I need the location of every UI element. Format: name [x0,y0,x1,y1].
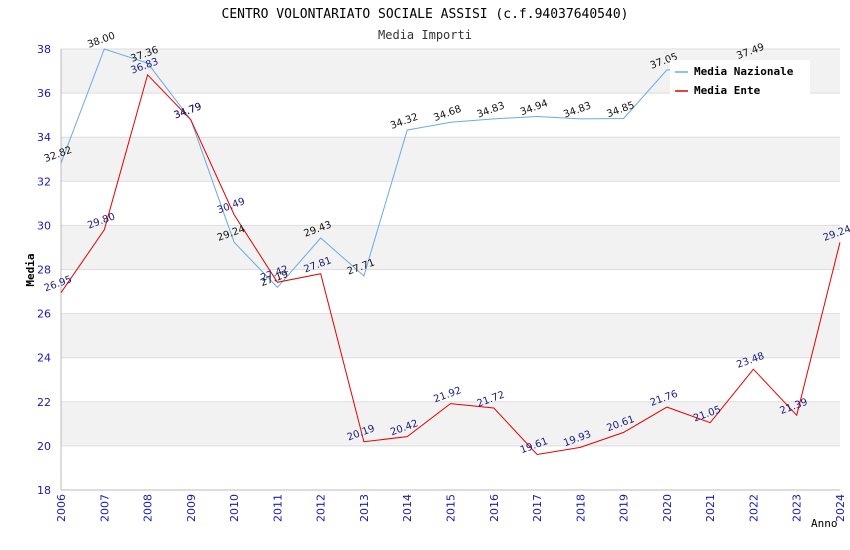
x-tick-label: 2006 [55,494,68,522]
y-axis-label: Media [24,253,37,286]
x-axis-label: Anno [811,517,838,530]
data-label-ente: 34.79 [173,101,204,121]
y-tick-label: 18 [37,484,51,497]
x-tick-label: 2018 [574,494,587,522]
y-tick-label: 26 [37,308,51,321]
data-label-nazionale: 38.00 [86,31,117,51]
grid-band [61,313,840,358]
y-tick-labels: 18 20 22 24 26 28 30 32 34 36 38 [37,43,51,497]
grid-band [61,401,840,446]
y-tick-label: 30 [37,219,51,232]
legend-box [670,60,810,98]
x-tick-label: 2007 [98,494,111,522]
x-tick-label: 2021 [704,494,717,522]
series-line-nazionale [60,48,754,289]
data-label-ente: 30.49 [216,196,247,216]
x-tick-label: 2009 [185,494,198,522]
grid-band [61,225,840,270]
x-tick-label: 2010 [228,494,241,522]
y-tick-label: 22 [37,396,51,409]
chart-title: CENTRO VOLONTARIATO SOCIALE ASSISI (c.f.… [222,7,629,22]
axes [60,49,840,491]
x-tick-label: 2016 [488,494,501,522]
x-tick-label: 2014 [401,494,414,522]
x-tick-label: 2011 [271,494,284,522]
x-tick-labels: 2006 2007 2008 2009 2010 2011 2012 2013 2014 2015… [55,494,847,522]
x-tick-label: 2013 [358,494,371,522]
grid-bands [61,49,840,446]
grid-lines [61,48,840,491]
x-tick-label: 2019 [618,494,631,522]
chart-subtitle: Media Importi [378,28,472,42]
y-tick-label: 36 [37,87,51,100]
data-label-nazionale: 34.94 [519,98,550,118]
data-label-nazionale: 34.85 [605,100,636,120]
grid-band [61,137,840,182]
data-label-nazionale: 34.83 [562,100,593,120]
legend-label-nazionale: Media Nazionale [694,65,794,78]
series-line-ente [60,73,841,456]
y-tick-label: 28 [37,264,51,277]
series-lines [60,48,841,456]
x-tick-label: 2020 [661,494,674,522]
y-tick-label: 34 [37,131,51,144]
x-tick-label: 2008 [142,494,155,522]
y-tick-label: 38 [37,43,51,56]
x-tick-label: 2012 [315,494,328,522]
y-tick-label: 32 [37,175,51,188]
y-tick-label: 20 [37,440,51,453]
x-tick-label: 2024 [834,494,847,522]
x-tick-label: 2022 [747,494,760,522]
data-label-ente: 26.95 [43,274,74,294]
data-label-nazionale: 34.83 [476,100,507,120]
x-tick-label: 2015 [445,494,458,522]
legend-label-ente: Media Ente [694,84,761,97]
x-tick-label: 2023 [791,494,804,522]
data-label-nazionale: 34.68 [432,104,463,124]
y-tick-label: 24 [37,352,51,365]
legend: Media Nazionale Media Ente [670,60,810,98]
x-tick-label: 2017 [531,494,544,522]
